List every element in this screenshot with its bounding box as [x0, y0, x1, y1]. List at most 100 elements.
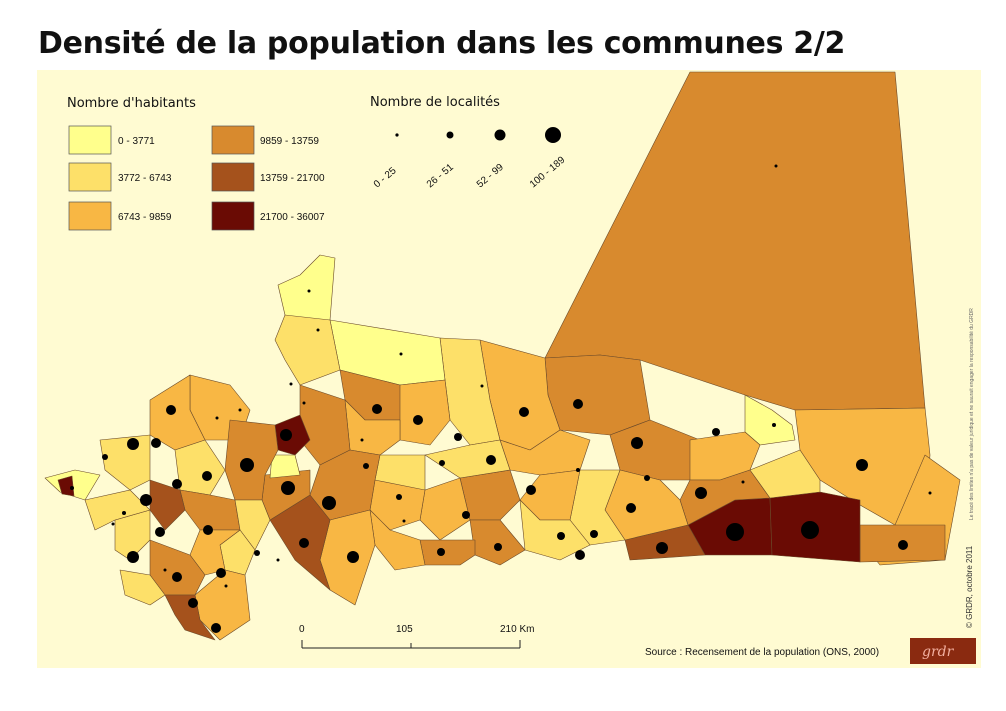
- commune-c-8: [424, 439, 511, 479]
- locality-dot-26: [202, 471, 212, 481]
- commune-w-16: [99, 434, 151, 491]
- grdr-logo-text: grdr: [922, 644, 955, 660]
- locality-dot-62: [151, 438, 161, 448]
- scale-label-210: 210 Km: [500, 624, 534, 635]
- locality-dot-20: [322, 496, 336, 510]
- locality-dot-68: [163, 568, 167, 572]
- legend-swatch-label-6: 21700 - 36007: [260, 212, 325, 223]
- legend-swatch-1: [68, 125, 112, 155]
- commune-c-3: [499, 429, 591, 476]
- commune-cw-2: [399, 379, 451, 446]
- locality-dot-5: [644, 475, 650, 481]
- commune-w-6: [234, 499, 271, 551]
- locality-dot-16: [439, 460, 445, 466]
- source-note: Source : Recensement de la population (O…: [645, 647, 879, 658]
- locality-dot-42: [302, 401, 306, 405]
- locality-dot-15: [486, 455, 496, 465]
- communes-layer: [44, 71, 961, 641]
- locality-dot-31: [188, 598, 198, 608]
- locality-dot-41: [276, 558, 280, 562]
- locality-dot-47: [898, 540, 908, 550]
- locality-dot-11: [573, 399, 583, 409]
- locality-dot-35: [102, 454, 108, 460]
- locality-dot-49: [741, 480, 745, 484]
- locality-dot-66: [155, 527, 165, 537]
- commune-w-18: [57, 475, 75, 497]
- locality-dot-67: [224, 584, 228, 588]
- locality-dot-37: [70, 486, 74, 490]
- commune-w-5: [179, 489, 241, 531]
- locality-dot-28: [140, 494, 152, 506]
- locality-dot-13: [480, 384, 484, 388]
- legend-locality-symbol-2: [446, 131, 454, 139]
- legend-swatch-label-2: 3772 - 6743: [118, 173, 172, 184]
- locality-dot-12: [519, 407, 529, 417]
- locality-dot-38: [111, 522, 115, 526]
- locality-dot-23: [281, 481, 295, 495]
- locality-dot-2: [726, 523, 744, 541]
- legend-locality-label-1: 0 - 25: [372, 165, 399, 190]
- legend-swatch-5: [211, 162, 255, 192]
- locality-dot-21: [347, 551, 359, 563]
- locality-dot-54: [526, 485, 536, 495]
- legend-swatch-3: [68, 201, 112, 231]
- locality-dot-4: [631, 437, 643, 449]
- commune-c-10: [469, 519, 526, 566]
- credit-note: © GRDR, octobre 2011: [965, 545, 974, 628]
- legend-swatch-6: [211, 201, 255, 231]
- commune-ec-5: [749, 449, 821, 499]
- locality-dot-56: [437, 548, 445, 556]
- locality-dot-6: [695, 487, 707, 499]
- locality-dot-32: [211, 623, 221, 633]
- map-title: Densité de la population dans les commun…: [38, 26, 846, 61]
- locality-dot-50: [712, 428, 720, 436]
- locality-dot-57: [494, 543, 502, 551]
- locality-dot-59: [402, 519, 406, 523]
- locality-dot-34: [172, 479, 182, 489]
- locality-dot-27: [166, 405, 176, 415]
- locality-dot-48: [928, 491, 932, 495]
- grdr-logo: [910, 638, 976, 664]
- legend-localities: Nombre de localités 0 - 25 26 - 51 52 - 99…: [370, 95, 568, 190]
- scale-label-0: 0: [299, 624, 305, 635]
- locality-dot-58: [396, 494, 402, 500]
- locality-dot-45: [307, 289, 311, 293]
- commune-c-11: [419, 539, 476, 566]
- locality-dot-40: [254, 550, 260, 556]
- commune-cw-13: [269, 454, 301, 479]
- locality-dot-61: [360, 438, 364, 442]
- legend-population-heading: Nombre d'habitants: [67, 96, 196, 111]
- legend-population: Nombre d'habitants 0 - 3771 3772 - 6743 67…: [67, 96, 325, 231]
- locality-dot-36: [122, 511, 126, 515]
- locality-dot-7: [656, 542, 668, 554]
- locality-dots-layer: [70, 164, 932, 633]
- commune-ec-1: [544, 354, 651, 436]
- commune-c-9: [419, 477, 471, 541]
- locality-dot-19: [399, 352, 403, 356]
- locality-dot-52: [557, 532, 565, 540]
- legend-swatch-label-4: 9859 - 13759: [260, 136, 319, 147]
- locality-dot-14: [454, 433, 462, 441]
- locality-dot-17: [413, 415, 423, 425]
- locality-dot-3: [801, 521, 819, 539]
- legend-locality-symbol-1: [395, 133, 399, 137]
- legend-locality-label-2: 26 - 51: [425, 162, 456, 191]
- commune-n-yellow-3: [274, 314, 341, 386]
- locality-dot-60: [363, 463, 369, 469]
- legend-swatch-4: [211, 125, 255, 155]
- locality-dot-8: [626, 503, 636, 513]
- locality-dot-24: [240, 458, 254, 472]
- locality-dot-65: [238, 408, 242, 412]
- legend-locality-symbol-4: [545, 127, 561, 143]
- commune-w-11: [164, 594, 216, 641]
- commune-w-4: [174, 439, 226, 496]
- locality-dot-55: [462, 511, 470, 519]
- locality-dot-51: [772, 423, 776, 427]
- disclaimer-note: Le tracé des limites n'a pas de valeur j…: [969, 308, 975, 520]
- locality-dot-10: [576, 468, 580, 472]
- locality-dot-46: [856, 459, 868, 471]
- locality-dot-53: [575, 550, 585, 560]
- locality-dot-30: [172, 572, 182, 582]
- legend-swatch-2: [68, 162, 112, 192]
